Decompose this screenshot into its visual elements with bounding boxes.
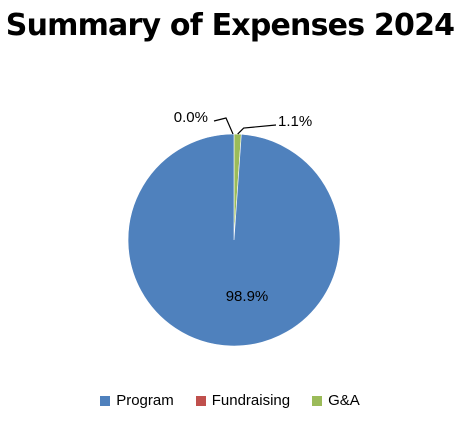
- pie-slice-program: [127, 133, 341, 347]
- legend-label-fundraising: Fundraising: [211, 392, 291, 409]
- legend-item-fundraising: Fundraising: [195, 392, 291, 409]
- data-label-fundraising: 0.0%: [174, 109, 208, 126]
- data-label-program: 98.9%: [226, 288, 269, 305]
- leader-line-fundraising: [213, 117, 234, 135]
- legend-swatch-program: [100, 395, 111, 406]
- legend-label-ga: G&A: [328, 392, 360, 409]
- legend-item-ga: G&A: [312, 392, 360, 409]
- leader-line-ga: [237, 124, 277, 135]
- legend-item-program: Program: [100, 392, 174, 409]
- legend-label-program: Program: [116, 392, 174, 409]
- data-label-ga: 1.1%: [278, 113, 312, 130]
- legend-swatch-fundraising: [195, 395, 206, 406]
- chart-title: Summary of Expenses 2024: [5, 8, 455, 43]
- legend-swatch-ga: [312, 395, 323, 406]
- chart-legend: Program Fundraising G&A: [0, 392, 460, 409]
- pie-chart: 98.9% 1.1% 0.0%: [127, 109, 341, 347]
